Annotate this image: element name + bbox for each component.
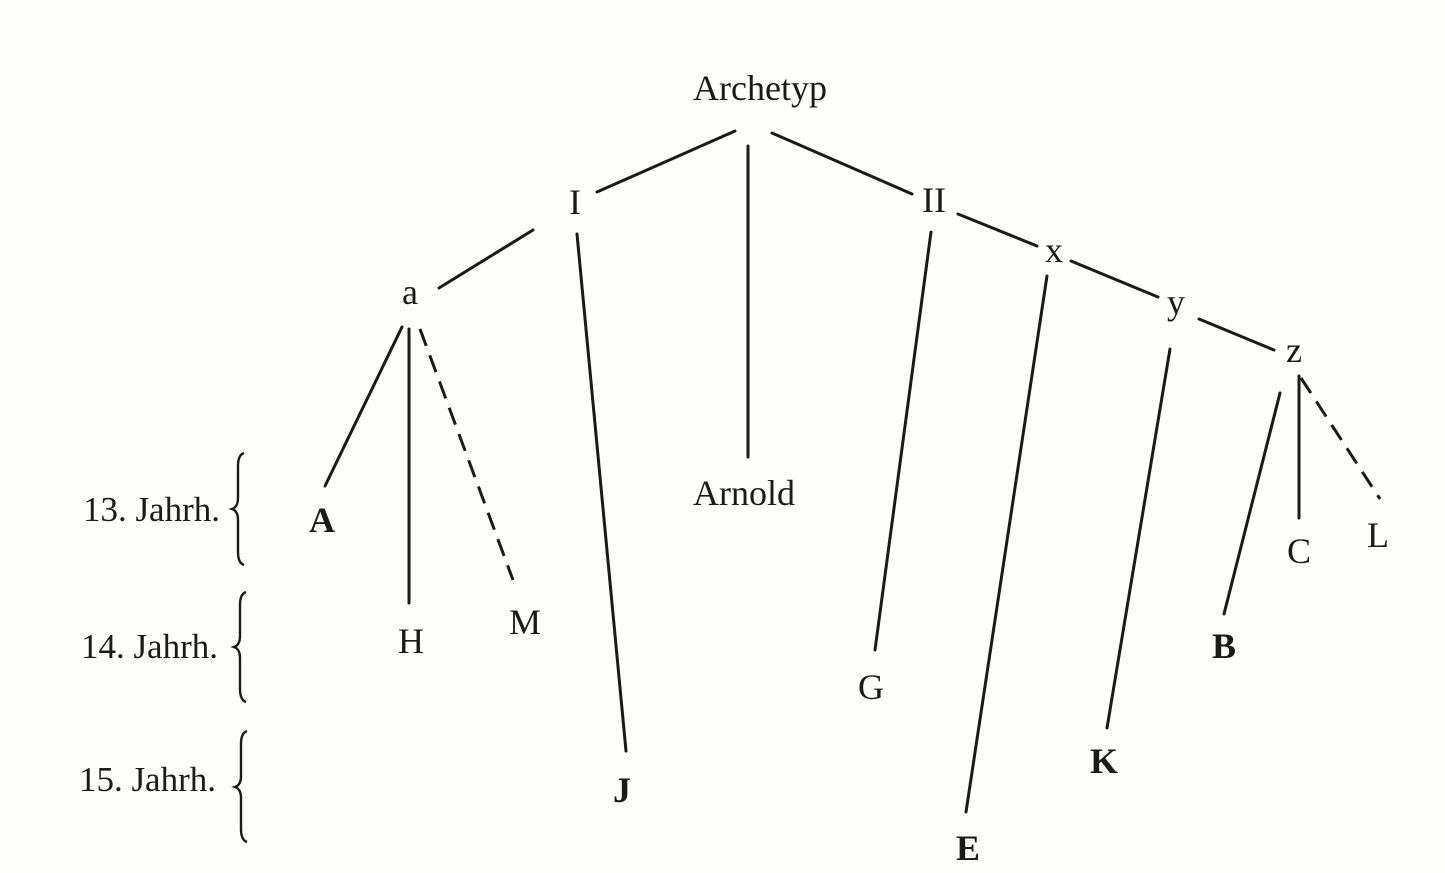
node-arnold: Arnold <box>693 473 795 513</box>
node-G: G <box>858 667 884 707</box>
node-z: z <box>1286 330 1302 370</box>
edge-z-B <box>1222 391 1282 616</box>
edge-a-M <box>418 328 515 581</box>
century-15-label: 15. Jahrh. <box>79 760 216 799</box>
century-braces <box>228 451 248 844</box>
node-II: II <box>922 180 946 220</box>
edge-II-x <box>956 212 1039 248</box>
edge-I-J <box>575 232 628 753</box>
edge-z-L <box>1299 377 1382 500</box>
edge-archetyp-II <box>770 131 914 196</box>
node-K: K <box>1090 741 1118 781</box>
century-13-label: 13. Jahrh. <box>83 490 220 529</box>
century-15-brace <box>231 729 248 844</box>
node-B: B <box>1212 626 1236 666</box>
edge-a-A <box>323 325 404 488</box>
node-J: J <box>613 770 631 810</box>
node-archetyp: Archetyp <box>693 68 827 108</box>
edge-x-E <box>964 274 1049 814</box>
node-M: M <box>509 602 541 642</box>
edge-x-y <box>1069 259 1160 299</box>
node-A: A <box>309 500 335 540</box>
edges <box>323 129 1382 814</box>
node-C: C <box>1287 531 1311 571</box>
century-13-brace <box>228 451 245 567</box>
node-labels: Archetyp I II a x y z A H M J Arnold G E… <box>309 68 1389 868</box>
century-labels: 13. Jahrh. 14. Jahrh. 15. Jahrh. <box>79 490 220 799</box>
node-E: E <box>956 828 980 868</box>
century-14-brace <box>230 590 247 704</box>
edge-I-a <box>437 228 535 290</box>
century-14-label: 14. Jahrh. <box>81 627 218 666</box>
node-I: I <box>569 182 581 222</box>
node-a: a <box>402 272 418 312</box>
node-H: H <box>398 621 424 661</box>
edge-y-z <box>1197 317 1276 352</box>
node-L: L <box>1367 515 1389 555</box>
node-x: x <box>1045 230 1063 270</box>
node-y: y <box>1167 282 1185 322</box>
edge-y-K <box>1105 347 1172 730</box>
edge-II-G <box>873 230 933 652</box>
edge-archetyp-I <box>595 129 737 194</box>
